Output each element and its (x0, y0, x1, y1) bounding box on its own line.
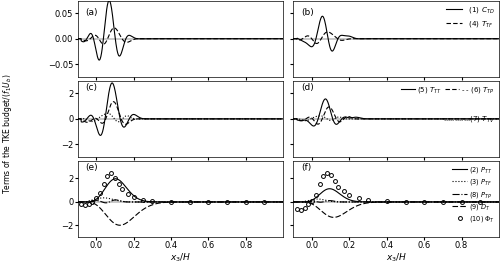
Text: (d): (d) (302, 83, 314, 92)
Text: (e): (e) (86, 163, 98, 172)
X-axis label: $x_3/H$: $x_3/H$ (386, 252, 407, 264)
X-axis label: $x_3/H$: $x_3/H$ (170, 252, 191, 264)
Text: Terms of the TKE budget/$(f_1 U_b)$: Terms of the TKE budget/$(f_1 U_b)$ (1, 74, 14, 194)
Legend: $\hspace{0.5}$(1) $C_{TD}$, $\hspace{0.5}$(4) $T_{TF}$: $\hspace{0.5}$(1) $C_{TD}$, $\hspace{0.5… (446, 4, 496, 30)
Text: (f): (f) (302, 163, 312, 172)
Legend: ............(7) $T_{TV}$: ............(7) $T_{TV}$ (441, 113, 496, 125)
Text: (b): (b) (302, 8, 314, 17)
Text: (a): (a) (86, 8, 98, 17)
Legend: (2) $P_{TT}$, (3) $P_{TF}$, (8) $P_{TP}$, (9) $D_T$, (10) $\Phi_T$: (2) $P_{TT}$, (3) $P_{TF}$, (8) $P_{TP}$… (452, 164, 496, 225)
Text: (c): (c) (86, 83, 98, 92)
